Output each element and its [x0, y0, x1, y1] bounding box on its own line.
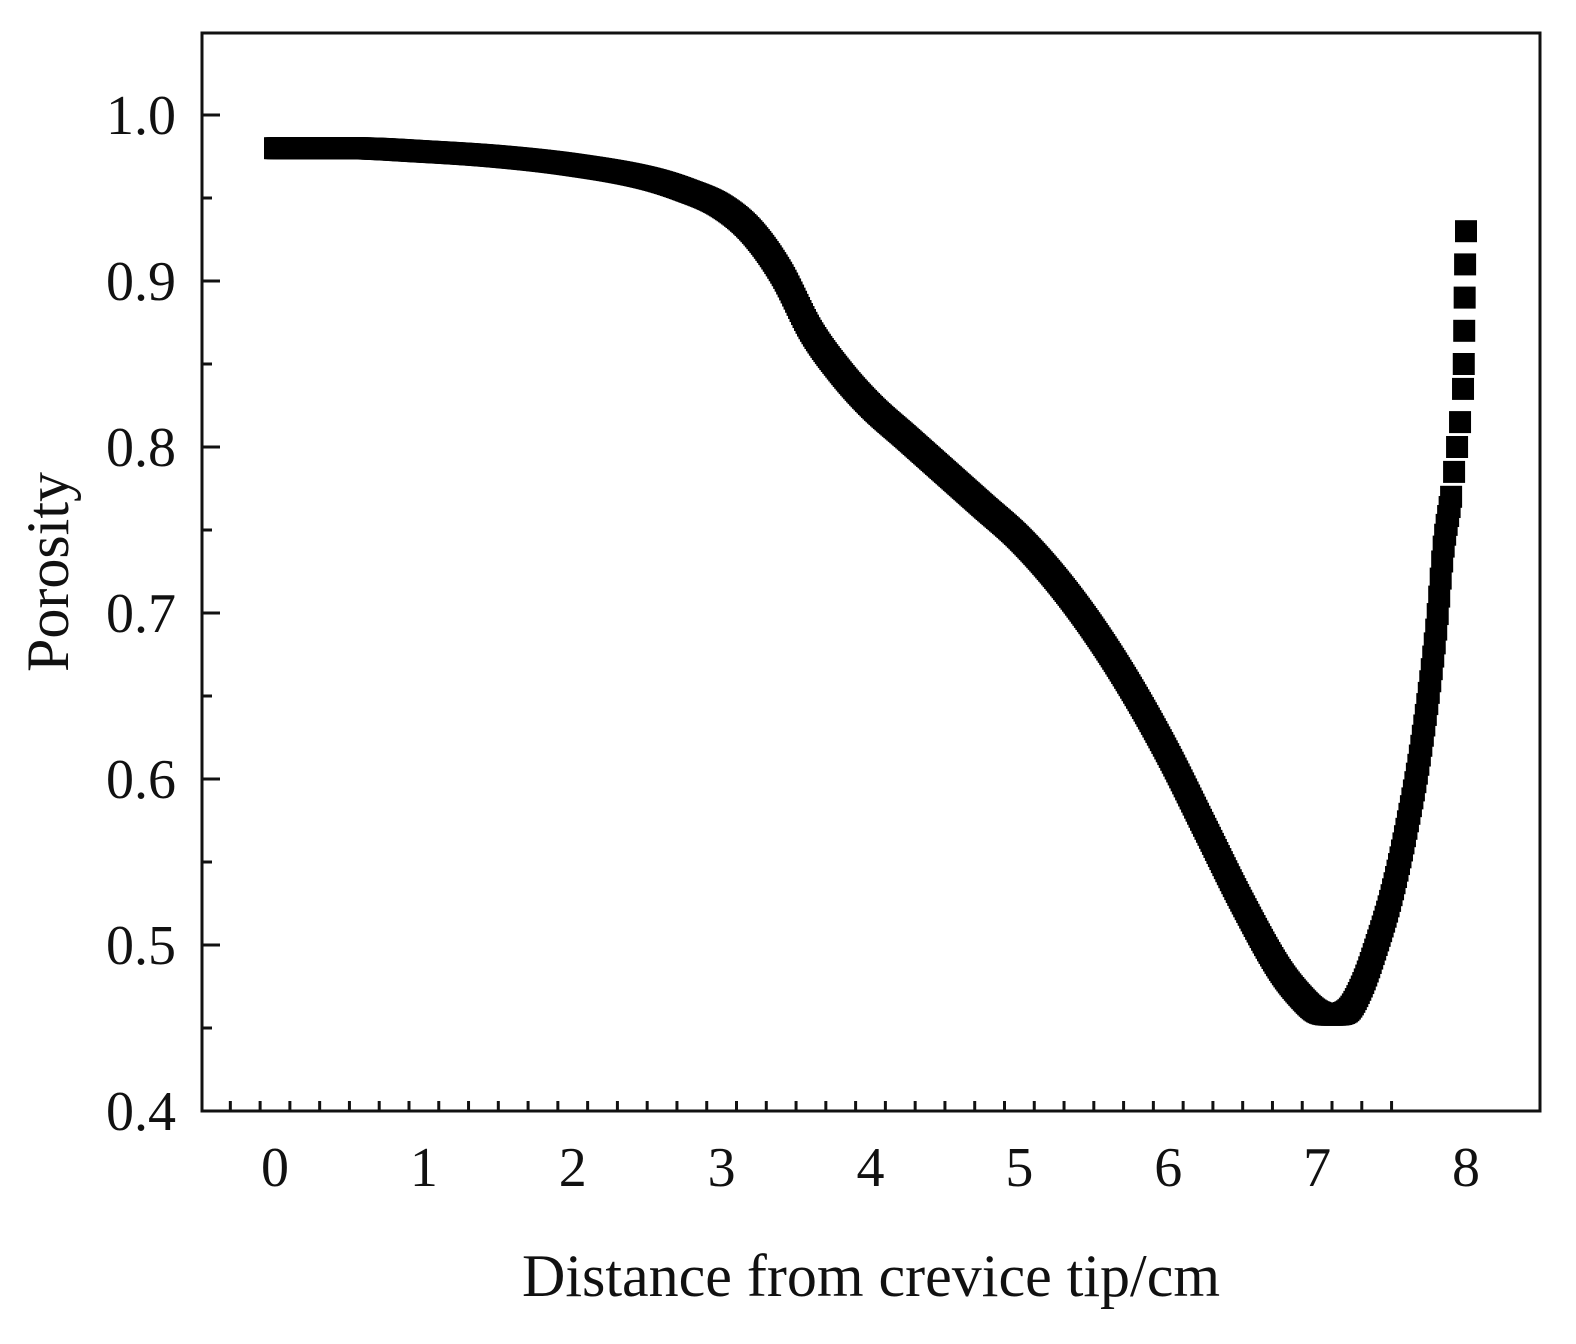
x-tick-label: 3 [708, 1137, 736, 1199]
x-axis-tick-labels: 0 1 2 3 4 5 6 7 8 [261, 1137, 1480, 1199]
y-tick-label: 0.6 [106, 749, 176, 811]
data-point [1452, 353, 1475, 375]
data-point [1452, 377, 1475, 400]
y-tick-label: 0.9 [106, 251, 176, 313]
x-tick-label: 4 [857, 1137, 885, 1199]
y-tick-label: 0.4 [106, 1081, 176, 1143]
plot-frame [200, 31, 1542, 1113]
x-tick-label: 0 [261, 1137, 289, 1199]
data-point [1455, 220, 1477, 243]
y-tick-label: 0.7 [106, 583, 176, 645]
x-tick-label: 7 [1303, 1137, 1331, 1199]
data-point [1428, 585, 1451, 608]
x-axis-title: Distance from crevice tip/cm [522, 1243, 1220, 1309]
y-tick-label: 0.8 [106, 417, 176, 479]
data-point [1443, 460, 1466, 483]
y-axis-tick-labels: 0.4 0.5 0.6 0.7 0.8 0.9 1.0 [106, 85, 176, 1143]
data-point [1453, 319, 1476, 342]
y-tick-label: 1.0 [106, 85, 176, 147]
data-point [1446, 436, 1469, 458]
data-point [1453, 286, 1476, 309]
data-series [264, 137, 1477, 1026]
y-tick-label: 0.5 [106, 915, 176, 977]
y-axis-title: Porosity [15, 472, 81, 672]
data-point [1454, 253, 1477, 276]
x-tick-label: 2 [559, 1137, 587, 1199]
x-tick-label: 6 [1154, 1137, 1182, 1199]
data-point [1449, 411, 1472, 434]
data-point [1440, 485, 1463, 508]
x-tick-label: 1 [410, 1137, 438, 1199]
y-axis-ticks [202, 113, 220, 1113]
data-point [1429, 567, 1452, 590]
data-point [1426, 603, 1449, 626]
x-tick-label: 5 [1005, 1137, 1033, 1199]
x-axis-ticks [228, 1101, 1394, 1111]
x-tick-label: 8 [1452, 1137, 1480, 1199]
